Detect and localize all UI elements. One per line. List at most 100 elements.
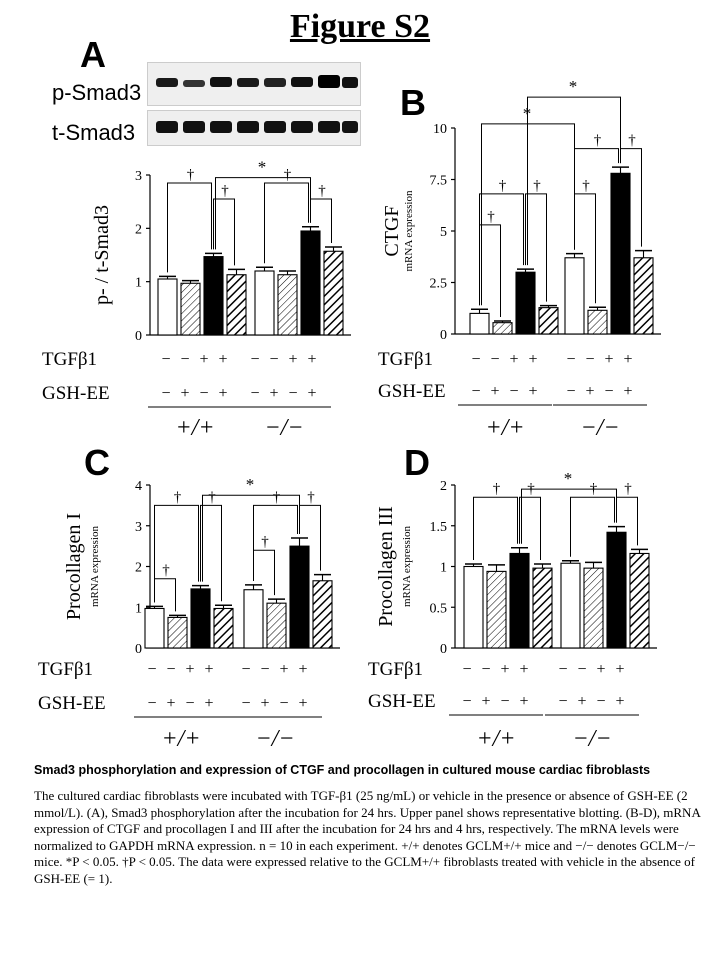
bar [323, 250, 344, 336]
significance-bracket [570, 496, 615, 557]
bar [606, 531, 627, 649]
gsh-ee-sign: − [558, 693, 567, 710]
bar [167, 616, 188, 649]
y-tick-label: 1 [440, 561, 447, 576]
dagger-marker: † [162, 563, 170, 579]
tgfb1-sign: − [250, 351, 259, 368]
tgfb1-sign: − [241, 661, 250, 678]
dagger-marker: † [284, 167, 292, 183]
group-label: −/− [264, 415, 303, 441]
bar [312, 580, 333, 649]
significance-bracket [525, 193, 547, 302]
tgfb1-sign: − [566, 351, 575, 368]
bar [277, 274, 298, 336]
y-axis-label: p- / t-Smad3 [91, 205, 113, 305]
bar [492, 322, 513, 335]
gsh-ee-sign: − [509, 383, 518, 400]
y-axis-label: Procollagen I [63, 513, 85, 620]
tgfb1-sign: − [260, 661, 269, 678]
gsh-ee-sign: + [204, 695, 213, 712]
tgfb1-sign: + [519, 661, 528, 678]
dagger-marker: † [174, 489, 182, 505]
row-label-gsh-ee: GSH-EE [42, 383, 110, 404]
y-tick-label: 0 [440, 642, 447, 657]
gsh-ee-sign: − [199, 385, 208, 402]
dagger-marker: † [307, 489, 315, 505]
bar [469, 312, 490, 335]
y-tick-label: 0 [440, 328, 447, 343]
gsh-ee-sign: + [307, 385, 316, 402]
gsh-ee-sign: − [241, 695, 250, 712]
significance-bracket [521, 488, 617, 544]
gsh-ee-sign: + [528, 383, 537, 400]
caption-body: The cultured cardiac fibroblasts were in… [34, 788, 701, 886]
y-tick-label: 1 [135, 276, 142, 291]
bar [515, 271, 536, 335]
tgfb1-sign: + [185, 661, 194, 678]
blot-band [318, 75, 340, 88]
dagger-marker: † [261, 534, 269, 550]
tgfb1-sign: − [577, 661, 586, 678]
bar [610, 172, 631, 335]
tgfb1-sign: − [462, 661, 471, 678]
y-axis-label: Procollagen III [375, 506, 397, 627]
tgfb1-sign: + [615, 661, 624, 678]
row-label-tgfb1: TGFβ1 [38, 659, 93, 680]
tgfb1-sign: + [307, 351, 316, 368]
significance-bracket [202, 494, 300, 582]
dagger-marker: † [318, 183, 326, 199]
gsh-ee-sign: − [604, 383, 613, 400]
y-tick-label: 4 [135, 479, 142, 494]
bar [300, 230, 321, 336]
gsh-ee-sign: + [180, 385, 189, 402]
dagger-marker: † [499, 178, 507, 194]
tgfb1-sign: + [604, 351, 613, 368]
gsh-ee-sign: − [288, 385, 297, 402]
blot-band [156, 78, 178, 87]
row-label-tgfb1: TGFβ1 [368, 659, 423, 680]
blot-label-psmad3: p-Smad3 [52, 80, 142, 105]
blot-band [291, 121, 313, 133]
tgfb1-sign: − [481, 661, 490, 678]
gsh-ee-sign: + [298, 695, 307, 712]
significance-bracket [253, 504, 298, 581]
y-axis-label: CTGF [381, 205, 403, 256]
tgfb1-sign: + [509, 351, 518, 368]
y-tick-label: 3 [135, 520, 142, 535]
significance-bracket [473, 496, 518, 561]
star-marker: * [523, 104, 532, 123]
blot-band [156, 121, 178, 133]
gsh-ee-sign: + [519, 693, 528, 710]
dagger-marker: † [594, 133, 602, 149]
y-axis-sublabel: mRNA expression [403, 190, 415, 271]
row-label-tgfb1: TGFβ1 [42, 349, 97, 370]
dagger-marker: † [533, 178, 541, 194]
dagger-marker: † [493, 481, 501, 497]
y-tick-label: 3 [135, 169, 142, 184]
blot-band [264, 78, 286, 87]
blot-band [342, 121, 358, 133]
group-label: −/− [580, 415, 619, 441]
bar [180, 282, 201, 336]
y-tick-label: 5 [440, 225, 447, 240]
star-marker: * [258, 158, 267, 177]
blot-band [210, 77, 232, 87]
tgfb1-sign: + [298, 661, 307, 678]
group-label: +/+ [476, 726, 515, 752]
bar [289, 545, 310, 649]
significance-bracket [264, 182, 309, 264]
bar [203, 256, 224, 336]
bar [213, 607, 234, 649]
significance-bracket [527, 96, 621, 266]
blot-band [237, 121, 259, 133]
gsh-ee-sign: + [577, 693, 586, 710]
tgfb1-sign: − [180, 351, 189, 368]
gsh-ee-sign: + [269, 385, 278, 402]
tgfb1-sign: + [500, 661, 509, 678]
tgfb1-sign: − [166, 661, 175, 678]
row-label-gsh-ee: GSH-EE [38, 693, 106, 714]
dagger-marker: † [487, 209, 495, 225]
group-label: +/+ [175, 415, 214, 441]
gsh-ee-sign: − [471, 383, 480, 400]
